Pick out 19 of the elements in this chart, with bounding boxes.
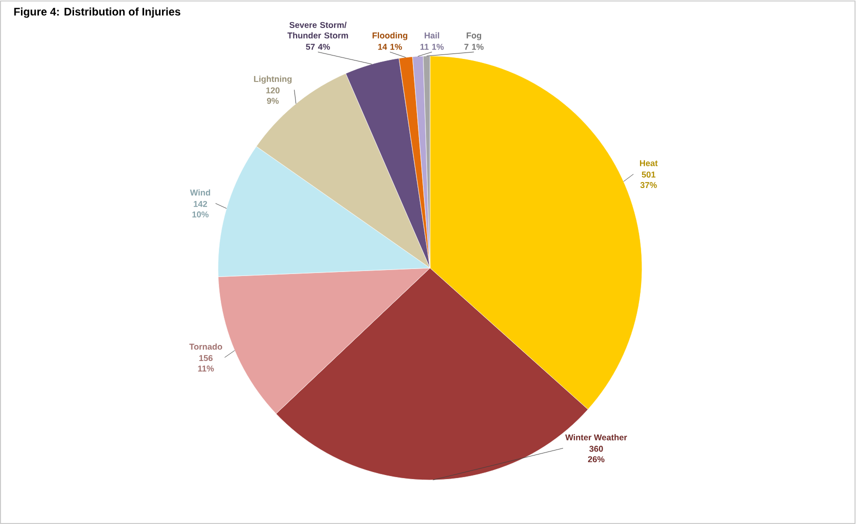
slice-label: Flooding <box>372 32 408 40</box>
slice-label: Hail <box>424 32 440 38</box>
data-label: 120 9% <box>266 87 280 104</box>
data-label: 57 4% <box>306 44 330 50</box>
slice-label: Tornado <box>189 343 222 350</box>
data-label: 11 1% <box>420 44 444 50</box>
slice-label: Heat <box>640 160 658 166</box>
data-label: 501 37% <box>640 172 657 188</box>
slice-label: Severe Storm/ Thunder Storm <box>287 22 348 38</box>
data-label: 156 11% <box>198 355 214 372</box>
text: Figure 4: Distribution of Injuries <box>14 8 180 18</box>
data-label: 7 1% <box>464 44 484 50</box>
slice-label: Fog <box>466 32 482 40</box>
slice-label: Wind <box>190 189 210 196</box>
slice-label: Lightning <box>254 76 292 84</box>
data-label: 360 26% <box>588 446 604 462</box>
data-label: 142 10% <box>192 200 209 218</box>
data-label: 14 1% <box>378 44 402 50</box>
slice-label: Winter Weather <box>565 434 628 440</box>
